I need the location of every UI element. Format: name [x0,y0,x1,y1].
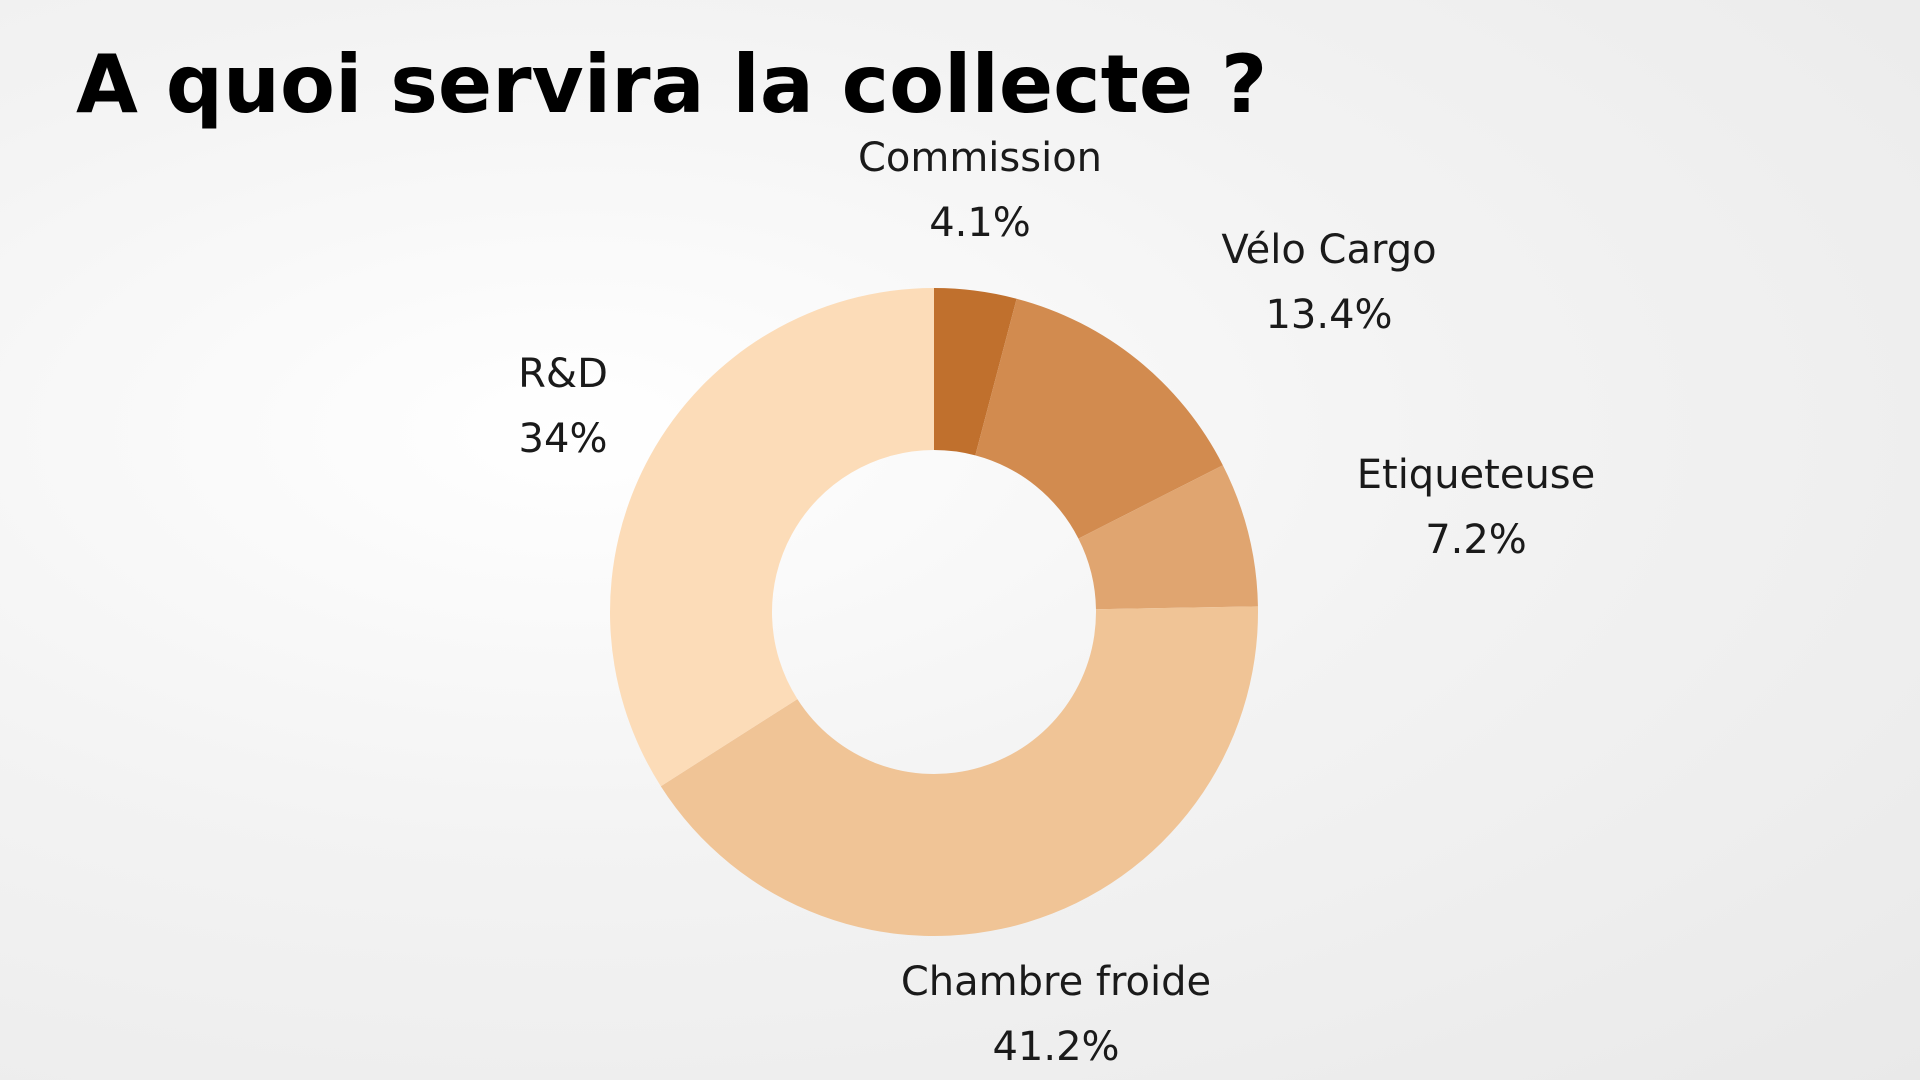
slice-label: Commission [858,135,1102,181]
chart-title: A quoi servira la collecte ? [76,38,1267,131]
donut-slice [934,288,1017,456]
slice-label: Chambre froide [901,959,1211,1005]
slice-value: 13.4% [1265,292,1392,338]
slice-value: 41.2% [992,1024,1119,1070]
donut-slice [975,298,1223,539]
slice-label: Etiqueteuse [1357,452,1596,498]
donut-slice [1078,465,1258,610]
donut-slice [610,288,934,787]
donut-slice [660,606,1258,936]
slice-value: 34% [519,416,608,462]
slice-label: R&D [518,351,608,397]
slice-label: Vélo Cargo [1221,227,1436,273]
slice-value: 4.1% [929,200,1031,246]
slice-value: 7.2% [1425,517,1527,563]
